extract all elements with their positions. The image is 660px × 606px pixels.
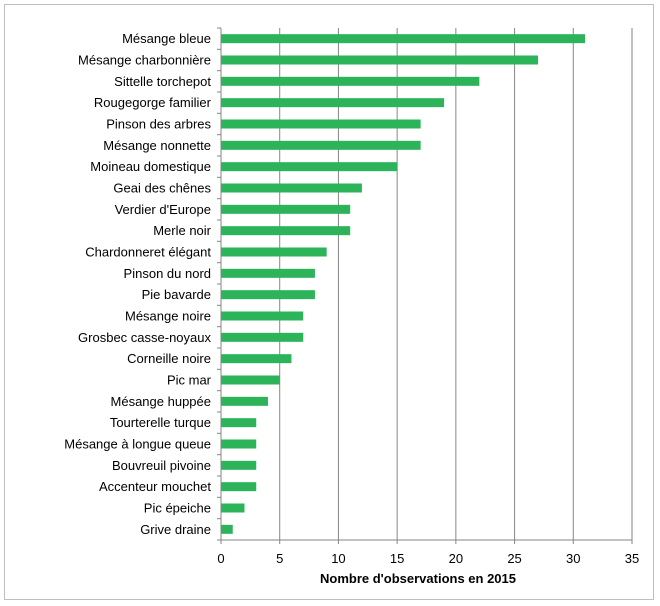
bar bbox=[221, 439, 257, 449]
category-label: Mésange bleue bbox=[122, 31, 211, 46]
bar bbox=[221, 119, 421, 129]
category-label: Geai des chênes bbox=[113, 181, 211, 196]
bar bbox=[221, 524, 233, 534]
bar bbox=[221, 204, 351, 214]
bar bbox=[221, 418, 257, 428]
axes bbox=[217, 27, 633, 544]
gridlines bbox=[279, 28, 633, 540]
x-tick-label: 10 bbox=[331, 551, 345, 566]
bar bbox=[221, 76, 480, 86]
x-tick-label: 20 bbox=[449, 551, 463, 566]
bar bbox=[221, 247, 327, 257]
bar bbox=[221, 503, 245, 513]
category-label: Pic mar bbox=[167, 373, 212, 388]
x-tick-label: 15 bbox=[390, 551, 404, 566]
x-tick-label: 0 bbox=[217, 551, 224, 566]
category-label: Grive draine bbox=[140, 522, 211, 537]
bar bbox=[221, 268, 315, 278]
bar bbox=[221, 482, 257, 492]
category-label: Mésange nonnette bbox=[103, 138, 211, 153]
category-label: Verdier d'Europe bbox=[115, 202, 211, 217]
bar bbox=[221, 98, 445, 108]
category-label: Pic épeiche bbox=[144, 501, 211, 516]
category-label: Mésange charbonnière bbox=[78, 53, 211, 68]
category-label: Tourterelle turque bbox=[110, 415, 211, 430]
bar bbox=[221, 375, 280, 385]
category-label: Bouvreuil pivoine bbox=[112, 458, 211, 473]
category-label: Moineau domestique bbox=[90, 159, 211, 174]
bar bbox=[221, 55, 539, 65]
bar bbox=[221, 226, 351, 236]
bar bbox=[221, 332, 304, 342]
category-labels: Mésange bleue Mésange charbonnière Sittell… bbox=[64, 31, 211, 537]
bar bbox=[221, 183, 362, 193]
category-label: Pie bavarde bbox=[142, 287, 211, 302]
bar bbox=[221, 460, 257, 470]
category-label: Rougegorge familier bbox=[94, 95, 212, 110]
category-label: Accenteur mouchet bbox=[99, 479, 211, 494]
x-tick-label: 35 bbox=[625, 551, 639, 566]
bar bbox=[221, 354, 292, 364]
category-label: Corneille noire bbox=[127, 351, 211, 366]
category-label: Grosbec casse-noyaux bbox=[78, 330, 211, 345]
category-label: Mésange à longue queue bbox=[64, 437, 211, 452]
bar bbox=[221, 396, 268, 406]
bar bbox=[221, 162, 398, 172]
bar bbox=[221, 34, 586, 44]
x-axis-title: Nombre d'observations en 2015 bbox=[320, 571, 516, 586]
x-tick-label: 25 bbox=[507, 551, 521, 566]
category-label: Pinson des arbres bbox=[106, 117, 211, 132]
bar bbox=[221, 140, 421, 150]
category-label: Sittelle torchepot bbox=[114, 74, 211, 89]
category-label: Merle noir bbox=[153, 223, 211, 238]
x-tick-label: 5 bbox=[276, 551, 283, 566]
category-label: Mésange noire bbox=[125, 309, 211, 324]
tick-labels: 0 5 10 15 20 25 30 35 bbox=[217, 551, 639, 566]
bar bbox=[221, 290, 315, 300]
bar bbox=[221, 311, 304, 321]
bars bbox=[221, 34, 586, 534]
x-tick-label: 30 bbox=[566, 551, 580, 566]
category-label: Pinson du nord bbox=[124, 266, 211, 281]
category-label: Chardonneret élégant bbox=[85, 245, 211, 260]
category-label: Mésange huppée bbox=[111, 394, 211, 409]
